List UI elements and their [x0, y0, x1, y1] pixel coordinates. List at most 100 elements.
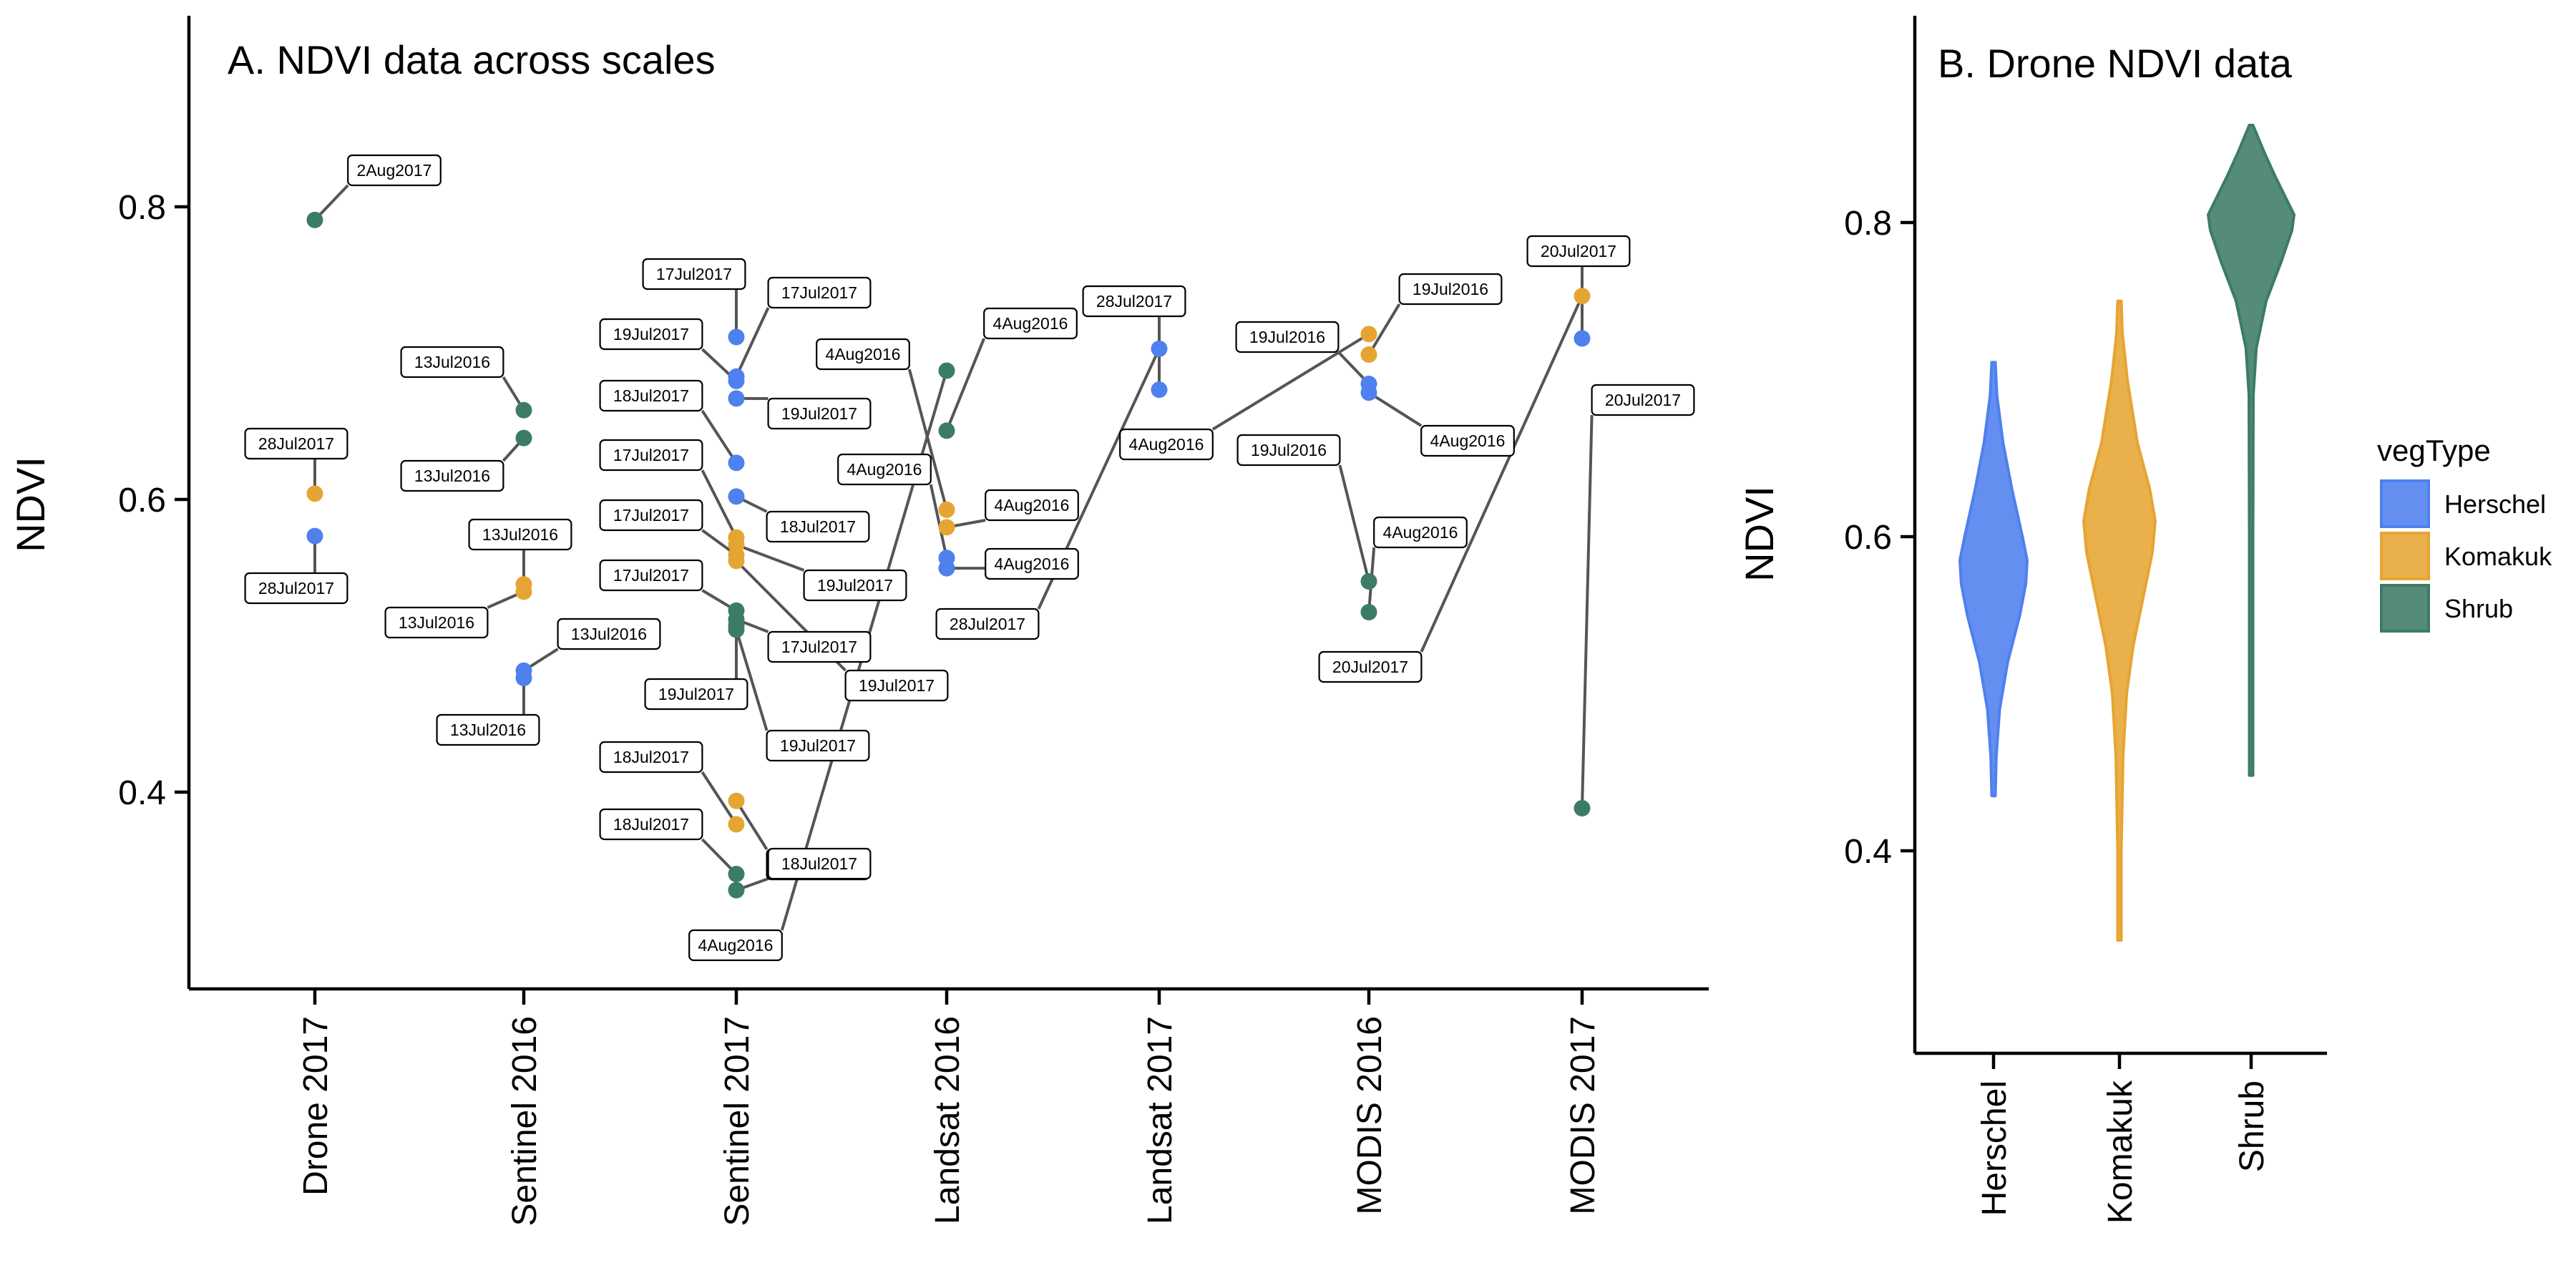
date-label-box: [767, 847, 872, 880]
point-sentinel-2017-herschel: [728, 390, 745, 407]
x-tick-label-sentinel-2017: Sentinel 2017: [718, 1016, 756, 1226]
point-modis-2017-herschel: [1574, 330, 1591, 347]
label-connector: [945, 338, 986, 431]
date-label: 19Jul2017: [844, 669, 949, 702]
x-tick-label-landsat-2017: Landsat 2017: [1141, 1016, 1179, 1224]
date-label: 19Jul2016: [1236, 434, 1341, 467]
legend: vegType Herschel Komakuk Shrub: [2377, 434, 2552, 633]
point-sentinel-2017-herschel: [728, 372, 745, 389]
date-label: 17Jul2017: [599, 499, 703, 532]
date-label: 19Jul2017: [803, 569, 907, 602]
date-label-text: 4Aug2016: [1383, 523, 1458, 542]
x-tick-label-landsat-2016: Landsat 2016: [929, 1016, 967, 1224]
date-label-text: 19Jul2016: [1251, 441, 1327, 459]
point-landsat-2016-shrub: [938, 362, 955, 379]
date-label-text: 20Jul2017: [1541, 242, 1616, 260]
date-label-box: [599, 318, 703, 351]
panel-b-title: B. Drone NDVI data: [1938, 41, 2293, 86]
date-label-text: 4Aug2016: [847, 460, 922, 479]
date-label: 4Aug2016: [983, 307, 1078, 340]
date-label: 2Aug2017: [347, 154, 441, 187]
date-label-text: 13Jul2016: [450, 721, 526, 739]
label-connector: [701, 409, 738, 464]
label-connector: [929, 484, 948, 559]
date-label-box: [468, 518, 572, 551]
point-drone-2017-herschel: [306, 527, 323, 545]
label-connector: [1420, 295, 1584, 653]
date-label-text: 17Jul2017: [656, 265, 732, 283]
label-connector: [701, 771, 738, 826]
date-label-box: [1318, 650, 1423, 683]
panel-a-ndvi-across-scales: A. NDVI data across scales NDVI 0.40.60.…: [8, 16, 1709, 1226]
panel-a-y-axis-title: NDVI: [8, 457, 53, 552]
date-label: 18Jul2017: [766, 510, 870, 543]
date-label-box: [766, 729, 870, 762]
date-label-box: [844, 669, 949, 702]
label-connector: [735, 629, 769, 731]
date-label-text: 13Jul2016: [482, 525, 558, 544]
legend-item-shrub: Shrub: [2380, 584, 2513, 633]
date-label-box: [985, 489, 1079, 522]
point-sentinel-2017-komakuk: [728, 552, 745, 570]
date-label-text: 4Aug2016: [826, 345, 901, 364]
point-modis-2016-herschel: [1360, 384, 1377, 401]
date-label: 13Jul2016: [400, 346, 504, 379]
label-connector: [735, 800, 769, 851]
date-label: 13Jul2016: [384, 606, 489, 639]
date-label: 17Jul2017: [599, 439, 703, 472]
date-label-box: [688, 929, 783, 962]
date-label: 28Jul2017: [244, 427, 348, 460]
point-landsat-2016-shrub: [938, 422, 955, 439]
x-tick-label-sentinel-2016: Sentinel 2016: [506, 1016, 544, 1226]
date-label: 28Jul2017: [244, 572, 348, 605]
date-label-box: [244, 572, 348, 605]
date-label-text: 17Jul2017: [781, 283, 857, 302]
point-sentinel-2017-herschel: [728, 454, 745, 472]
date-label: 18Jul2017: [599, 741, 703, 774]
date-label: 20Jul2017: [1318, 650, 1423, 683]
legend-items: Herschel Komakuk Shrub: [2380, 479, 2552, 633]
date-label: 19Jul2017: [644, 678, 748, 711]
date-label-box: [599, 379, 703, 412]
date-label-text: 17Jul2017: [781, 638, 857, 656]
date-label-box: [599, 439, 703, 472]
date-label-box: [837, 453, 932, 486]
date-label-text: 18Jul2017: [613, 386, 689, 405]
date-label-box: [1082, 285, 1186, 318]
panel-b-x-ticks: Herschel Komakuk Shrub: [1976, 1053, 2271, 1224]
date-label-text: 13Jul2016: [571, 625, 647, 643]
date-label-text: 18Jul2017: [781, 854, 857, 873]
point-landsat-2017-herschel: [1151, 340, 1168, 357]
date-label-box: [400, 459, 504, 492]
point-sentinel-2017-shrub: [728, 866, 745, 883]
date-label: 4Aug2016: [837, 453, 932, 486]
legend-swatch-shrub: [2380, 584, 2430, 633]
date-label-box: [803, 569, 907, 602]
date-label: 4Aug2016: [1373, 516, 1468, 549]
point-sentinel-2016-herschel: [515, 669, 532, 686]
date-label-box: [599, 741, 703, 774]
date-label-box: [642, 258, 746, 291]
date-label: 13Jul2016: [400, 459, 504, 492]
date-label-text: 17Jul2017: [613, 506, 689, 525]
point-modis-2016-komakuk: [1360, 346, 1377, 364]
x-tick-label-shrub: Shrub: [2233, 1080, 2271, 1172]
date-label-box: [557, 618, 661, 650]
panel-b-violins: [1958, 123, 2296, 942]
legend-swatch-herschel: [2380, 479, 2430, 528]
label-connector: [1367, 391, 1423, 427]
violin-herschel: [1958, 361, 2029, 798]
point-landsat-2016-komakuk: [938, 501, 955, 518]
date-label-text: 18Jul2017: [613, 815, 689, 834]
panel-b-drone-ndvi: B. Drone NDVI data NDVI 0.4 0.6 0.8 Hersch…: [1737, 16, 2327, 1224]
date-label: 13Jul2016: [468, 518, 572, 551]
legend-label-shrub: Shrub: [2444, 594, 2513, 623]
date-label-box: [1119, 428, 1214, 461]
date-label: 4Aug2016: [985, 489, 1079, 522]
date-label: 28Jul2017: [935, 608, 1040, 640]
date-label: 4Aug2016: [1420, 424, 1515, 457]
date-label: 19Jul2016: [1398, 273, 1503, 306]
point-sentinel-2017-komakuk: [728, 816, 745, 833]
date-label-box: [400, 346, 504, 379]
